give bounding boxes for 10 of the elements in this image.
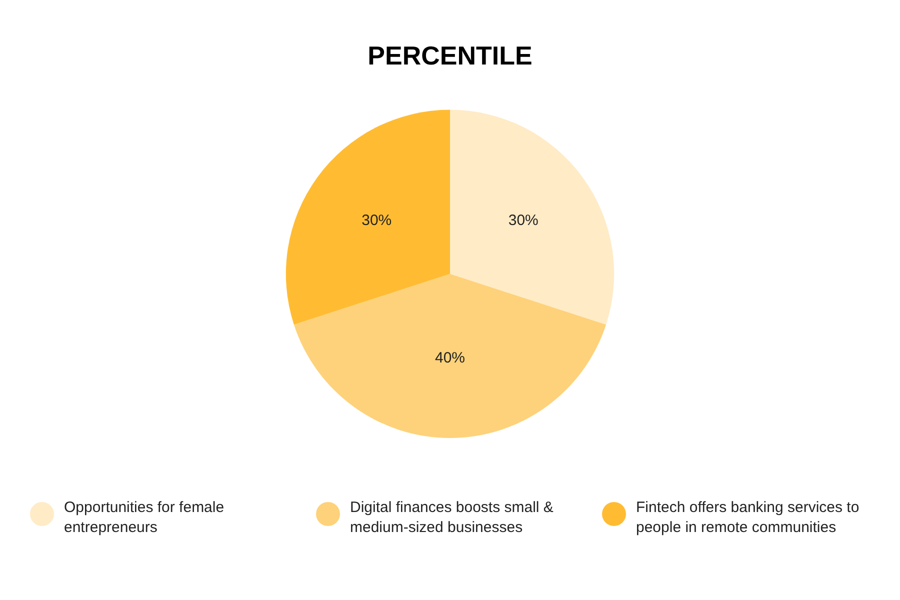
pie-slice: [286, 110, 450, 325]
legend-label: Fintech offers banking services to people in remote communities: [636, 498, 860, 538]
legend-label: Digital finances boosts small & medium-sized businesses: [350, 498, 554, 538]
chart-title: PERCENTILE: [368, 40, 532, 70]
pie-slice: [450, 110, 614, 325]
data-label: 30%: [508, 212, 538, 230]
legend-label: Opportunities for female entrepreneurs: [64, 498, 226, 538]
pie-slice: [294, 274, 606, 438]
data-label: 40%: [434, 350, 466, 367]
data-label: 30%: [362, 212, 392, 230]
